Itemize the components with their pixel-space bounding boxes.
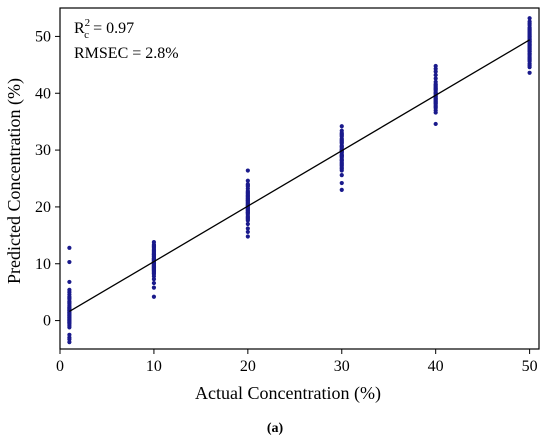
data-point <box>245 168 250 173</box>
data-point <box>527 33 532 38</box>
data-point <box>339 187 344 192</box>
data-point <box>245 178 250 183</box>
data-point <box>433 96 438 101</box>
data-point <box>151 252 157 257</box>
data-point <box>433 69 438 74</box>
data-point <box>527 47 532 52</box>
y-axis-ticks: 0 10 20 30 40 50 <box>35 28 60 330</box>
figure-caption: (a) <box>267 421 284 436</box>
data-point <box>67 300 72 305</box>
y-tick-label: 50 <box>35 28 51 45</box>
x-axis-title: Actual Concentration (%) <box>195 383 381 404</box>
data-point <box>433 79 438 84</box>
x-axis-ticks: 0 10 20 30 40 50 <box>56 349 538 375</box>
data-point <box>245 221 250 227</box>
data-point <box>527 70 532 75</box>
rmsec-annotation: RMSEC = 2.8% <box>74 45 179 62</box>
data-point <box>339 180 344 186</box>
data-point <box>339 144 344 149</box>
data-point <box>245 209 250 215</box>
data-point <box>151 285 157 290</box>
r2-superscript: 2 <box>85 17 91 29</box>
y-tick-label: 40 <box>35 85 51 102</box>
data-point <box>433 104 438 109</box>
data-point <box>151 265 157 270</box>
data-point <box>527 28 532 33</box>
data-point <box>527 16 532 21</box>
x-tick-label: 40 <box>428 358 444 375</box>
data-point <box>67 295 72 300</box>
data-point <box>67 279 72 285</box>
data-point <box>527 43 532 48</box>
y-tick-label: 10 <box>35 256 51 273</box>
data-point <box>339 124 344 129</box>
r2-subscript: c <box>84 29 89 41</box>
data-point <box>339 166 344 171</box>
data-point <box>151 276 157 282</box>
data-point <box>67 259 72 265</box>
data-point <box>433 110 438 115</box>
r2-base: R <box>74 20 85 37</box>
y-tick-label: 0 <box>43 313 51 330</box>
data-point <box>245 234 250 239</box>
data-point <box>67 319 72 324</box>
data-point <box>339 140 344 145</box>
data-point <box>527 63 532 68</box>
data-point <box>245 192 250 197</box>
data-point <box>245 206 250 211</box>
data-points <box>67 16 532 345</box>
data-point <box>433 72 438 78</box>
data-point <box>339 130 344 136</box>
data-point <box>527 58 532 63</box>
fit-line-layer <box>69 39 530 313</box>
data-point <box>151 294 157 299</box>
data-point <box>339 158 344 163</box>
x-tick-label: 30 <box>334 358 350 375</box>
data-point <box>67 325 72 330</box>
y-tick-label: 30 <box>35 142 51 159</box>
data-point <box>433 87 438 92</box>
x-tick-label: 10 <box>146 358 162 375</box>
data-point <box>151 271 157 276</box>
data-point <box>67 245 72 250</box>
data-point <box>245 229 250 235</box>
data-point <box>67 305 72 310</box>
x-tick-label: 50 <box>522 358 538 375</box>
data-point <box>245 226 250 231</box>
data-point <box>339 172 344 178</box>
data-point <box>245 196 250 201</box>
data-point <box>151 243 157 248</box>
data-point <box>245 217 250 222</box>
r2-annotation: R2 c = 0.97 <box>74 17 134 41</box>
data-point <box>527 51 532 57</box>
data-point <box>339 153 344 158</box>
y-tick-label: 20 <box>35 199 51 216</box>
data-point <box>245 183 250 188</box>
fit-line <box>69 39 530 313</box>
y-axis-title: Predicted Concentration (%) <box>4 78 25 284</box>
x-tick-label: 0 <box>56 358 64 375</box>
data-point <box>151 280 157 286</box>
data-point <box>433 121 438 127</box>
data-point <box>245 199 250 204</box>
x-tick-label: 20 <box>240 358 256 375</box>
plot-frame <box>59 7 540 350</box>
r2-value: = 0.97 <box>89 20 134 37</box>
data-point <box>339 161 344 166</box>
data-point <box>527 21 532 26</box>
data-point <box>433 76 438 81</box>
data-point <box>433 83 438 88</box>
data-point <box>67 340 72 345</box>
data-point <box>433 99 438 104</box>
